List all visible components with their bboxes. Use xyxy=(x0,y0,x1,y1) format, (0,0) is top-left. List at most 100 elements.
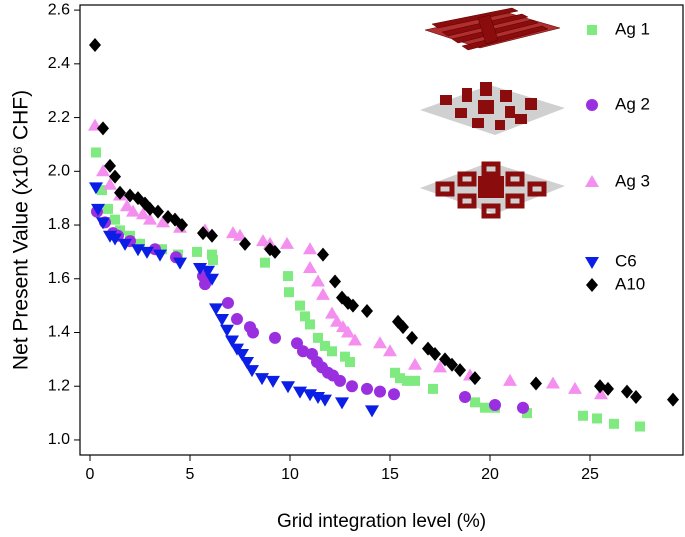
data-point xyxy=(89,182,103,195)
data-point xyxy=(89,38,101,53)
data-point xyxy=(110,214,120,225)
data-point xyxy=(240,357,254,370)
data-point xyxy=(96,217,110,230)
data-point xyxy=(318,394,332,407)
data-point xyxy=(313,332,323,343)
data-point xyxy=(316,287,330,300)
data-point xyxy=(388,388,400,401)
data-point xyxy=(120,199,134,212)
data-point xyxy=(209,303,223,316)
data-point xyxy=(173,257,187,270)
data-point xyxy=(305,319,315,330)
data-point xyxy=(153,249,167,262)
data-point xyxy=(602,381,614,396)
x-tick-label: 20 xyxy=(481,466,499,483)
data-point xyxy=(201,265,215,278)
legend-label: Ag 3 xyxy=(615,171,650,190)
data-point xyxy=(410,375,420,386)
data-point xyxy=(266,375,280,388)
data-point xyxy=(96,164,110,177)
data-point xyxy=(295,300,305,311)
y-tick-label: 1.6 xyxy=(48,270,70,287)
data-point xyxy=(390,367,400,378)
data-point xyxy=(156,215,170,228)
data-point xyxy=(233,228,247,241)
data-point xyxy=(397,320,409,335)
data-point xyxy=(225,335,239,348)
legend-marker xyxy=(587,25,597,35)
data-point xyxy=(97,185,107,196)
data-point xyxy=(480,402,490,413)
data-point xyxy=(383,344,397,357)
data-point xyxy=(143,212,157,225)
data-point xyxy=(330,314,344,327)
data-point xyxy=(361,382,373,395)
data-point xyxy=(340,351,350,362)
y-tick-label: 2.6 xyxy=(48,1,70,18)
data-point xyxy=(341,325,355,338)
legend-label: Ag 2 xyxy=(615,94,650,113)
data-point xyxy=(365,405,379,418)
data-point xyxy=(522,408,532,419)
x-tick-label: 0 xyxy=(86,466,95,483)
data-point xyxy=(126,204,140,217)
data-point xyxy=(346,380,358,393)
data-point xyxy=(395,373,405,384)
x-tick-label: 5 xyxy=(186,466,195,483)
data-point xyxy=(297,345,309,358)
data-point xyxy=(91,203,105,216)
data-point xyxy=(311,274,325,287)
data-point xyxy=(281,381,295,394)
data-point xyxy=(247,326,259,339)
data-point xyxy=(235,348,249,361)
data-point xyxy=(103,203,113,214)
data-point xyxy=(667,392,679,407)
data-point xyxy=(205,273,219,286)
data-point xyxy=(592,413,602,424)
data-point xyxy=(335,397,349,410)
data-point xyxy=(245,365,259,378)
data-point xyxy=(220,324,234,337)
data-point xyxy=(135,238,145,249)
data-point xyxy=(406,330,418,345)
data-point xyxy=(347,298,359,313)
legend-marker xyxy=(585,257,599,269)
data-point xyxy=(109,169,121,184)
data-point xyxy=(114,185,126,200)
data-point xyxy=(546,376,560,389)
data-point xyxy=(325,306,339,319)
y-tick-label: 1.0 xyxy=(48,431,70,448)
data-point xyxy=(361,304,373,318)
data-point xyxy=(459,390,471,403)
x-tick-label: 25 xyxy=(581,466,599,483)
data-point xyxy=(568,381,582,394)
data-point xyxy=(91,147,101,158)
data-point xyxy=(630,389,642,404)
data-point xyxy=(303,261,317,274)
data-point xyxy=(152,204,164,219)
data-point xyxy=(454,363,466,378)
data-point xyxy=(231,313,243,326)
y-tick-label: 1.4 xyxy=(48,324,70,341)
data-point xyxy=(207,249,217,260)
data-point xyxy=(197,226,209,241)
legend-marker xyxy=(586,99,598,111)
data-point xyxy=(621,384,633,399)
data-point xyxy=(402,375,412,386)
y-tick-label: 1.2 xyxy=(48,377,70,394)
x-tick-label: 15 xyxy=(381,466,399,483)
data-point xyxy=(104,158,116,173)
data-point xyxy=(446,357,458,372)
data-point xyxy=(469,371,481,386)
data-point xyxy=(293,386,307,399)
inset-ag3 xyxy=(420,161,565,219)
data-point xyxy=(136,207,150,220)
data-point xyxy=(428,383,438,394)
x-axis-label: Grid integration level (%) xyxy=(277,511,486,532)
data-point xyxy=(317,247,329,262)
data-point xyxy=(594,387,608,400)
data-point xyxy=(283,271,293,282)
data-point xyxy=(327,346,337,357)
data-point xyxy=(206,228,218,243)
